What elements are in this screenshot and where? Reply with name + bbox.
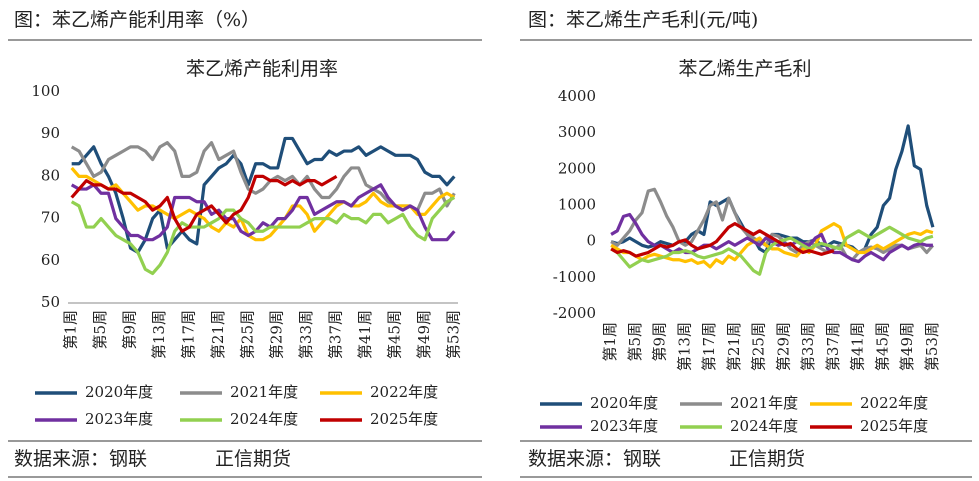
x-tick-label: 第29周: [774, 322, 792, 371]
x-tick-label: 第17周: [700, 322, 718, 371]
x-tick-label: 第33周: [297, 310, 315, 359]
y-tick-label: 2000: [558, 159, 596, 177]
x-tick-label: 第21周: [725, 322, 743, 371]
legend-label: 2021年度: [230, 383, 298, 401]
x-tick-label: 第29周: [268, 310, 286, 359]
y-tick-label: 60: [41, 251, 60, 269]
series-line: [610, 225, 934, 276]
panel-heading: 图：苯乙烯产能利用率（%）: [14, 9, 260, 31]
y-tick-label: 50: [41, 293, 60, 311]
x-tick-label: 第33周: [799, 322, 817, 371]
y-tick-label: 80: [41, 166, 60, 184]
legend-label: 2023年度: [85, 410, 153, 428]
x-tick-label: 第9周: [651, 322, 669, 362]
source: 数据来源：钢联: [528, 448, 661, 470]
y-tick-label: 0: [586, 232, 596, 250]
x-tick-label: 第41周: [356, 310, 374, 359]
legend-label: 2025年度: [860, 417, 928, 435]
author: 正信期货: [215, 448, 291, 470]
y-tick-label: 90: [41, 124, 60, 142]
x-tick-label: 第25周: [750, 322, 768, 371]
x-tick-label: 第41周: [849, 322, 867, 371]
x-tick-label: 第17周: [179, 310, 197, 359]
x-tick-label: 第49周: [898, 322, 916, 371]
series-line: [70, 196, 456, 276]
x-tick-label: 第13周: [150, 310, 168, 359]
y-tick-label: 1000: [558, 196, 596, 214]
x-tick-label: 第1周: [601, 322, 619, 362]
series-line: [70, 183, 456, 242]
y-tick-label: -1000: [553, 268, 596, 286]
x-tick-label: 第37周: [327, 310, 345, 359]
legend-label: 2024年度: [730, 417, 798, 435]
x-tick-label: 第53周: [444, 310, 462, 359]
chart-title: 苯乙烯生产毛利: [678, 58, 811, 80]
series-line: [70, 174, 338, 233]
legend-label: 2022年度: [860, 394, 928, 412]
legend-label: 2020年度: [590, 394, 658, 412]
panel-heading: 图：苯乙烯生产毛利(元/吨): [528, 9, 758, 31]
x-tick-label: 第9周: [121, 310, 139, 350]
y-tick-label: -2000: [553, 304, 596, 322]
x-tick-label: 第45周: [873, 322, 891, 371]
legend-label: 2024年度: [230, 410, 298, 428]
legend-label: 2021年度: [730, 394, 798, 412]
author: 正信期货: [729, 448, 805, 470]
y-tick-label: 70: [41, 209, 60, 227]
x-tick-label: 第5周: [626, 322, 644, 362]
legend-label: 2023年度: [590, 417, 658, 435]
chart-title: 苯乙烯产能利用率: [186, 58, 338, 80]
series-line: [610, 221, 835, 258]
y-tick-label: 100: [31, 82, 60, 100]
legend-label: 2025年度: [370, 410, 438, 428]
x-tick-label: 第37周: [824, 322, 842, 371]
x-tick-label: 第5周: [91, 310, 109, 350]
legend-label: 2020年度: [85, 383, 153, 401]
x-tick-label: 第13周: [675, 322, 693, 371]
x-tick-label: 第53周: [923, 322, 941, 371]
source: 数据来源：钢联: [14, 448, 147, 470]
series-line: [70, 141, 456, 212]
x-tick-label: 第21周: [209, 310, 227, 359]
x-tick-label: 第1周: [62, 310, 80, 350]
y-tick-label: 3000: [558, 123, 596, 141]
x-tick-label: 第45周: [385, 310, 403, 359]
x-tick-label: 第49周: [415, 310, 433, 359]
series-line: [610, 187, 935, 262]
legend-label: 2022年度: [370, 383, 438, 401]
x-tick-label: 第25周: [238, 310, 256, 359]
series-line: [70, 166, 456, 242]
y-tick-label: 4000: [558, 87, 596, 105]
